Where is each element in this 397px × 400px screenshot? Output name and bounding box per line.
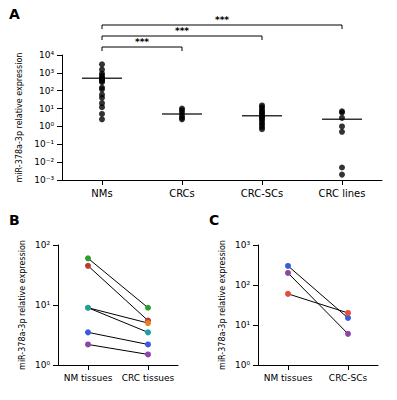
svg-text:CRC lines: CRC lines [319, 188, 366, 199]
svg-text:10¹: 10¹ [35, 300, 50, 310]
svg-text:10⁻²: 10⁻² [34, 157, 54, 167]
svg-text:B: B [9, 212, 20, 228]
svg-text:10¹: 10¹ [235, 320, 250, 330]
svg-text:CRC-SCs: CRC-SCs [241, 188, 284, 199]
svg-text:CRCs: CRCs [169, 188, 195, 199]
svg-text:10⁴: 10⁴ [39, 50, 54, 60]
svg-text:10⁰: 10⁰ [35, 360, 50, 370]
svg-text:10³: 10³ [39, 68, 54, 78]
svg-text:10¹: 10¹ [39, 104, 54, 114]
svg-text:NMs: NMs [91, 188, 112, 199]
svg-text:CRC-SCs: CRC-SCs [329, 373, 368, 383]
svg-text:C: C [209, 212, 219, 228]
svg-text:***: *** [135, 37, 149, 47]
svg-text:10³: 10³ [235, 240, 250, 250]
svg-text:10⁻¹: 10⁻¹ [34, 139, 54, 149]
svg-text:miR-378a-3p relative expressio: miR-378a-3p relative expression [15, 53, 24, 183]
svg-text:miR-378a-3p relative expressio: miR-378a-3p relative expression [18, 240, 27, 370]
svg-text:miR-378a-3p relative expressio: miR-378a-3p relative expression [218, 240, 227, 370]
svg-text:***: *** [175, 26, 189, 36]
svg-text:***: *** [215, 15, 229, 25]
svg-text:10²: 10² [39, 86, 54, 96]
svg-text:A: A [9, 6, 20, 22]
svg-text:10²: 10² [35, 240, 50, 250]
svg-text:CRC tissues: CRC tissues [122, 373, 175, 383]
svg-text:10⁰: 10⁰ [39, 121, 54, 131]
svg-text:NM tissues: NM tissues [64, 373, 113, 383]
svg-text:10⁻³: 10⁻³ [34, 175, 54, 185]
svg-text:NM tissues: NM tissues [264, 373, 313, 383]
svg-text:10⁰: 10⁰ [235, 360, 250, 370]
svg-text:10²: 10² [235, 280, 250, 290]
